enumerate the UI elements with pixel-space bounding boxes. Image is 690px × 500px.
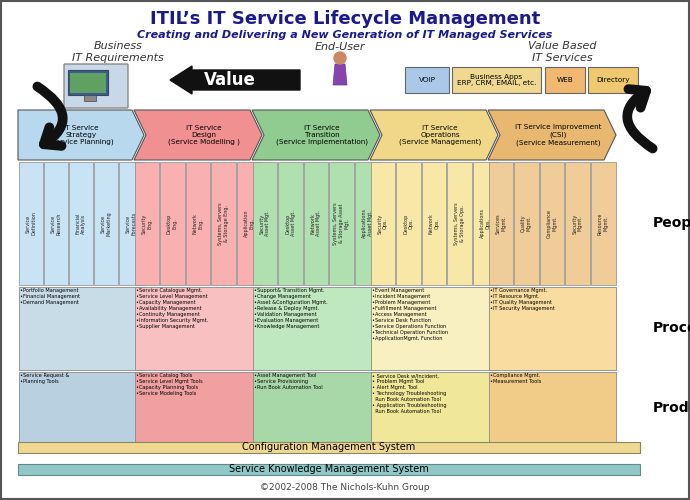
Circle shape — [334, 52, 346, 64]
Text: Value: Value — [204, 71, 256, 89]
FancyBboxPatch shape — [489, 372, 615, 445]
FancyBboxPatch shape — [186, 162, 210, 285]
Text: Business
IT Requirements: Business IT Requirements — [72, 41, 164, 63]
FancyBboxPatch shape — [396, 162, 421, 285]
Text: •IT Governance Mgmt.
•IT Resource Mgmt.
•IT Quality Management
•IT Security Mana: •IT Governance Mgmt. •IT Resource Mgmt. … — [490, 288, 555, 311]
Polygon shape — [252, 110, 380, 160]
Text: Financial
Analysis: Financial Analysis — [76, 213, 86, 234]
FancyBboxPatch shape — [68, 70, 108, 95]
Text: •Service Request &
•Planning Tools: •Service Request & •Planning Tools — [20, 373, 70, 384]
Text: IT Service
Design
(Service Modelling ): IT Service Design (Service Modelling ) — [168, 124, 240, 145]
FancyBboxPatch shape — [253, 372, 380, 445]
FancyBboxPatch shape — [371, 287, 497, 370]
Text: Resource
Mgmt.: Resource Mgmt. — [598, 212, 609, 234]
FancyArrowPatch shape — [37, 86, 63, 146]
FancyBboxPatch shape — [329, 162, 354, 285]
Text: Value Based
IT Services: Value Based IT Services — [528, 41, 596, 63]
Text: Product: Product — [653, 402, 690, 415]
Polygon shape — [370, 110, 498, 160]
Text: •Compliance Mgmt.
•Measurement Tools: •Compliance Mgmt. •Measurement Tools — [490, 373, 541, 384]
Text: •Event Management
•Incident Management
•Problem Management
•Fulfillment Manageme: •Event Management •Incident Management •… — [372, 288, 448, 341]
Text: •Service Catalogue Mgmt.
•Service Level Management
•Capacity Management
•Availab: •Service Catalogue Mgmt. •Service Level … — [136, 288, 208, 329]
Text: Network
Eng.: Network Eng. — [193, 213, 204, 234]
FancyBboxPatch shape — [135, 287, 262, 370]
Text: VOIP: VOIP — [419, 77, 435, 83]
Polygon shape — [134, 110, 262, 160]
Text: Desktop
Ops.: Desktop Ops. — [403, 214, 414, 234]
Text: Desktop
Asset Mgt.: Desktop Asset Mgt. — [285, 210, 296, 236]
Text: Process: Process — [653, 322, 690, 336]
Polygon shape — [18, 110, 144, 160]
Text: Directory: Directory — [596, 77, 630, 83]
FancyBboxPatch shape — [422, 162, 446, 285]
FancyBboxPatch shape — [94, 162, 118, 285]
Text: •Portfolio Management
•Financial Management
•Demand Management: •Portfolio Management •Financial Managem… — [20, 288, 80, 305]
Text: WEB: WEB — [557, 77, 573, 83]
FancyBboxPatch shape — [19, 372, 144, 445]
Text: Systems, Servers
& Storage Asset
Mgt.: Systems, Servers & Storage Asset Mgt. — [333, 202, 350, 245]
FancyBboxPatch shape — [253, 162, 277, 285]
Text: • Service Desk w/Incident,
• Problem Mgmt Tool
• Alert Mgmt. Tool
• Technology T: • Service Desk w/Incident, • Problem Mgm… — [372, 373, 446, 414]
Text: Creating and Delivering a New Generation of IT Managed Services: Creating and Delivering a New Generation… — [137, 30, 553, 40]
FancyBboxPatch shape — [405, 67, 449, 93]
Text: Application
Eng.: Application Eng. — [244, 210, 255, 238]
Text: IT Service
Operations
(Service Management): IT Service Operations (Service Managemen… — [399, 124, 481, 145]
FancyBboxPatch shape — [18, 442, 640, 453]
Text: Quality
Mgmt.: Quality Mgmt. — [521, 215, 532, 232]
Text: IT Service
Strategy
(Service Planning): IT Service Strategy (Service Planning) — [48, 124, 114, 145]
Text: People: People — [653, 216, 690, 230]
Text: Service
Definition: Service Definition — [26, 212, 36, 236]
Text: IT Service Improvement
(CSI)
(Service Measurement): IT Service Improvement (CSI) (Service Me… — [515, 124, 601, 146]
Text: Applications
Ops.: Applications Ops. — [480, 208, 491, 238]
Text: Service
Marketing: Service Marketing — [101, 211, 112, 236]
Text: Security
Mgmt.: Security Mgmt. — [572, 214, 583, 234]
Text: Security
Asset Mgt.: Security Asset Mgt. — [259, 210, 270, 236]
FancyBboxPatch shape — [19, 287, 144, 370]
FancyBboxPatch shape — [84, 95, 96, 101]
FancyBboxPatch shape — [565, 162, 590, 285]
FancyBboxPatch shape — [371, 162, 395, 285]
Text: •Support& Transition Mgmt.
•Change Management
•Asset &Configuration Mgmt.
•Relea: •Support& Transition Mgmt. •Change Manag… — [254, 288, 328, 329]
Text: Security
Eng.: Security Eng. — [141, 214, 152, 234]
Text: Network
Asset Mgt.: Network Asset Mgt. — [310, 210, 322, 236]
Text: Service Knowledge Management System: Service Knowledge Management System — [229, 464, 429, 474]
Text: Applications
Asset Mgt.: Applications Asset Mgt. — [362, 208, 373, 238]
FancyBboxPatch shape — [253, 287, 380, 370]
FancyBboxPatch shape — [514, 162, 539, 285]
FancyBboxPatch shape — [119, 162, 144, 285]
FancyBboxPatch shape — [237, 162, 262, 285]
Text: Configuration Management System: Configuration Management System — [242, 442, 415, 452]
FancyBboxPatch shape — [160, 162, 185, 285]
FancyBboxPatch shape — [43, 162, 68, 285]
Text: Systems, Servers
& Storage Eng.: Systems, Servers & Storage Eng. — [218, 202, 229, 245]
FancyBboxPatch shape — [64, 64, 128, 108]
FancyBboxPatch shape — [355, 162, 380, 285]
FancyBboxPatch shape — [447, 162, 472, 285]
Text: Security
Ops.: Security Ops. — [377, 214, 388, 234]
Text: Desktop
Eng.: Desktop Eng. — [167, 214, 178, 234]
FancyBboxPatch shape — [371, 372, 497, 445]
Text: End-User: End-User — [315, 42, 365, 52]
FancyBboxPatch shape — [69, 162, 93, 285]
FancyBboxPatch shape — [18, 464, 640, 475]
FancyBboxPatch shape — [473, 162, 497, 285]
Polygon shape — [333, 64, 347, 85]
FancyBboxPatch shape — [452, 67, 541, 93]
FancyBboxPatch shape — [540, 162, 564, 285]
Polygon shape — [488, 110, 616, 160]
Text: •Asset Management Tool
•Service Provisioning
•Run Book Automation Tool: •Asset Management Tool •Service Provisio… — [254, 373, 323, 390]
Text: Services
Mgmt.: Services Mgmt. — [495, 213, 506, 234]
Text: Service
Research: Service Research — [50, 212, 61, 234]
Text: •Service Catalog Tools
•Service Level Mgmt Tools
•Capacity Planning Tools
•Servi: •Service Catalog Tools •Service Level Mg… — [136, 373, 203, 396]
FancyBboxPatch shape — [70, 73, 106, 93]
Text: Service
Forecasts: Service Forecasts — [126, 212, 137, 235]
FancyBboxPatch shape — [211, 162, 236, 285]
Text: Network
Ops.: Network Ops. — [428, 213, 440, 234]
FancyBboxPatch shape — [588, 67, 638, 93]
FancyBboxPatch shape — [591, 162, 615, 285]
FancyBboxPatch shape — [304, 162, 328, 285]
FancyBboxPatch shape — [135, 372, 262, 445]
Text: IT Service
Transition
(Service Implementation): IT Service Transition (Service Implement… — [276, 124, 368, 145]
Text: Systems, Servers
& Storage Ops.: Systems, Servers & Storage Ops. — [454, 202, 465, 245]
